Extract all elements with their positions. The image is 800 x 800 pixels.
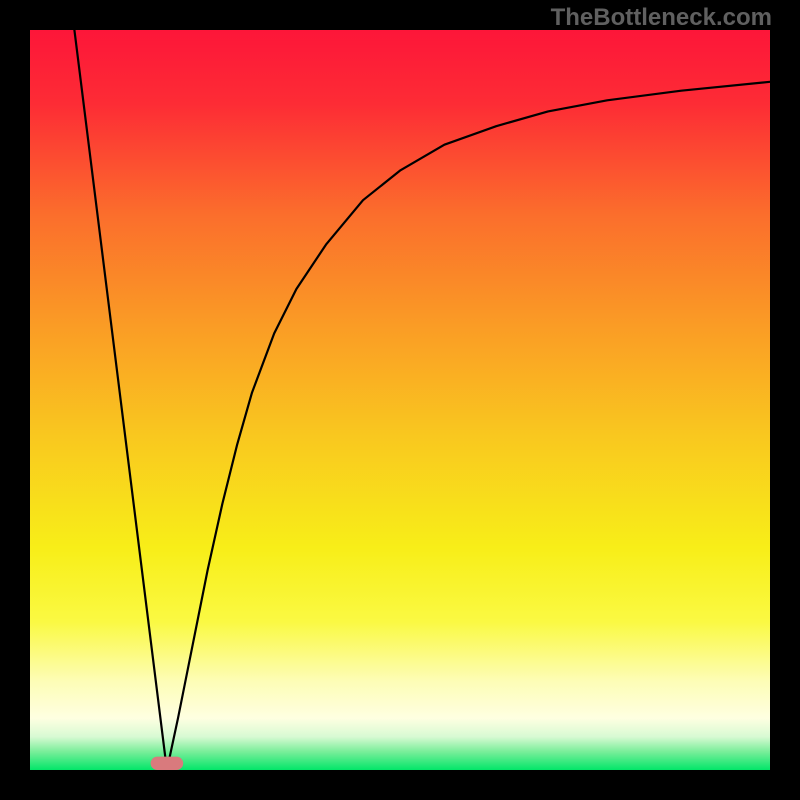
optimal-point-marker: [151, 757, 184, 770]
heat-gradient: [30, 30, 770, 770]
watermark-text: TheBottleneck.com: [551, 4, 772, 32]
figure-frame: TheBottleneck.com: [0, 0, 800, 800]
bottleneck-chart: [30, 30, 770, 770]
